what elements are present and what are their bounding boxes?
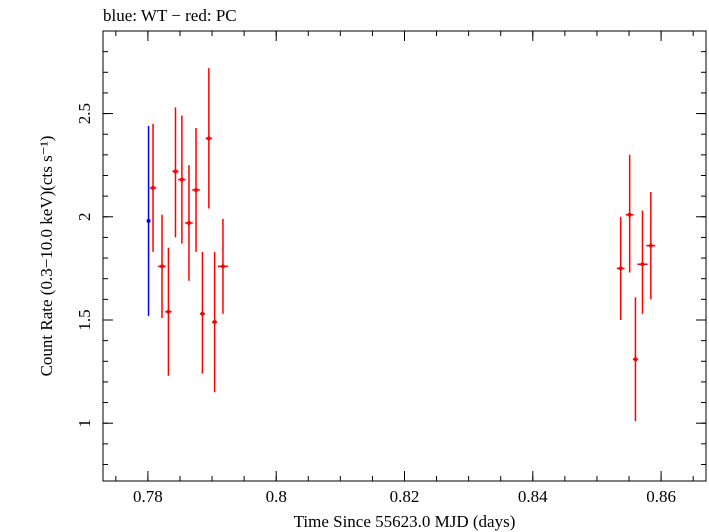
pc-data-point (648, 243, 653, 248)
y-tick-label: 1 (75, 419, 94, 428)
plot-frame (102, 30, 707, 482)
y-tick-label: 2.5 (75, 103, 94, 124)
pc-data-point (166, 309, 171, 314)
pc-data-point (173, 169, 178, 174)
pc-data-point (212, 320, 217, 325)
x-tick-label: 0.78 (133, 487, 163, 506)
y-tick-label: 2 (75, 213, 94, 222)
chart-title: blue: WT − red: PC (103, 6, 237, 25)
pc-data-point (194, 187, 199, 192)
pc-data-point (627, 212, 632, 217)
pc-data-point (200, 311, 205, 316)
x-tick-label: 0.86 (646, 487, 676, 506)
x-tick-label: 0.8 (266, 487, 287, 506)
data-marks (146, 68, 656, 422)
pc-data-point (186, 220, 191, 225)
x-axis-ticks: 0.78 0.8 0.82 0.84 0.86 (115, 31, 694, 506)
wt-data-point (146, 218, 151, 223)
pc-data-point (220, 264, 225, 269)
x-tick-label: 0.82 (390, 487, 420, 506)
pc-data-point (640, 262, 645, 267)
pc-data-point (206, 136, 211, 141)
pc-data-point (618, 266, 623, 271)
x-axis-label: Time Since 55623.0 MJD (days) (294, 512, 516, 531)
y-tick-label: 1.5 (75, 309, 94, 330)
pc-data-point (151, 185, 156, 190)
pc-data-point (160, 264, 165, 269)
pc-data-point (633, 357, 638, 362)
y-axis-ticks: 1 1.5 2 2.5 (75, 30, 706, 465)
x-tick-label: 0.84 (518, 487, 548, 506)
y-axis-label: Count Rate (0.3−10.0 keV)(cts s⁻¹) (37, 136, 56, 377)
pc-data-point (179, 177, 184, 182)
